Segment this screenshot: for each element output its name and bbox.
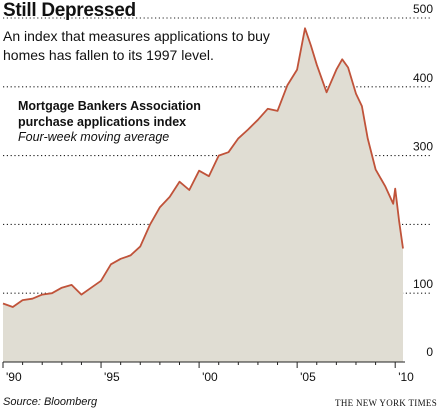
index-line bbox=[2, 27, 404, 308]
x-tick-label-2005: '05 bbox=[300, 370, 316, 384]
x-tick-label-1995: '95 bbox=[104, 370, 120, 384]
y-tick-label-300: 300 bbox=[413, 140, 433, 154]
baseline bbox=[2, 361, 405, 368]
area-fill bbox=[3, 28, 403, 363]
chart-subtitle: An index that measures applications to b… bbox=[3, 28, 270, 63]
x-axis-labels: '90 '95 '00 '05 '10 bbox=[6, 370, 414, 384]
series-title: Mortgage Bankers Association purchase ap… bbox=[18, 99, 201, 129]
series-note: Four-week moving average bbox=[18, 130, 170, 144]
y-tick-label-500: 500 bbox=[413, 2, 433, 16]
source-note: Source: Bloomberg bbox=[3, 396, 98, 408]
x-tick-label-2000: '00 bbox=[202, 370, 218, 384]
y-tick-label-100: 100 bbox=[413, 277, 433, 291]
y-tick-label-400: 400 bbox=[413, 71, 433, 85]
y-axis-labels: 0 100 300 400 500 bbox=[413, 2, 433, 359]
chart-title: Still Depressed bbox=[3, 0, 136, 21]
credit-line: THE NEW YORK TIMES bbox=[335, 398, 437, 408]
y-tick-label-0: 0 bbox=[426, 345, 433, 359]
x-tick-label-1990: '90 bbox=[6, 370, 22, 384]
x-tick-label-2010: '10 bbox=[398, 370, 414, 384]
series-area bbox=[2, 27, 404, 363]
